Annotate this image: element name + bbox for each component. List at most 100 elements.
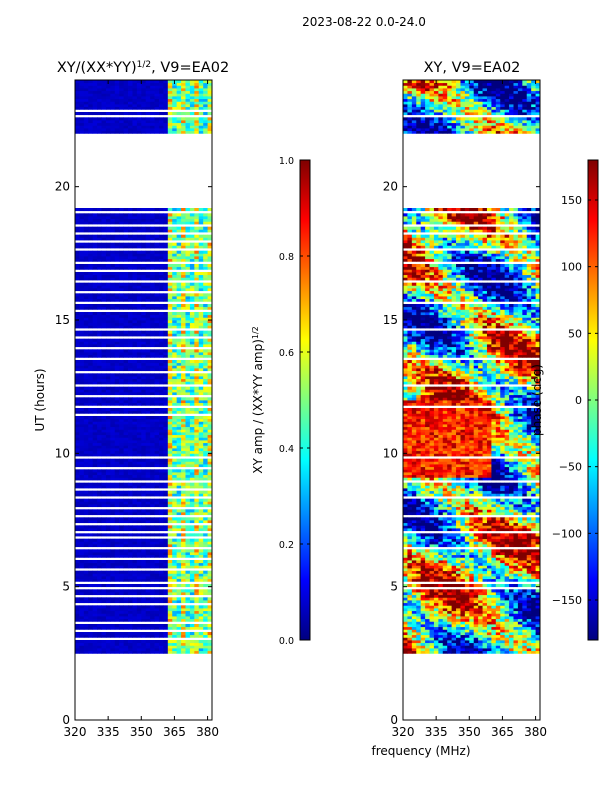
- heat-cell: [198, 573, 204, 577]
- heat-cell: [207, 106, 213, 110]
- heat-cell: [167, 277, 173, 281]
- heat-cell: [150, 648, 155, 652]
- heat-cell: [75, 461, 80, 465]
- heat-cell: [101, 589, 107, 593]
- heat-cell: [486, 637, 492, 641]
- heat-cell: [119, 576, 125, 580]
- heat-cell: [79, 504, 85, 508]
- heat-cell: [176, 616, 182, 620]
- heat-cell: [132, 381, 138, 385]
- heat-cell: [181, 373, 186, 377]
- heat-cell: [158, 208, 164, 212]
- heat-cell: [176, 106, 182, 110]
- heat-cell: [158, 253, 164, 257]
- heat-cell: [176, 597, 182, 601]
- heat-cell: [92, 432, 98, 436]
- heat-cell: [145, 477, 151, 481]
- heat-cell: [526, 629, 532, 633]
- heat-cell: [189, 306, 195, 310]
- heat-cell: [141, 573, 147, 577]
- heat-cell: [110, 408, 116, 412]
- heat-cell: [189, 338, 195, 342]
- heat-cell: [128, 282, 133, 286]
- heat-cell: [105, 485, 111, 489]
- heat-cell: [198, 352, 204, 356]
- heat-cell: [101, 421, 107, 425]
- heat-cell: [97, 645, 102, 649]
- heat-cell: [167, 474, 173, 478]
- heat-cell: [136, 576, 142, 580]
- heat-cell: [119, 389, 125, 393]
- heat-cell: [163, 104, 169, 108]
- heat-cell: [189, 218, 195, 222]
- heat-cell: [150, 250, 155, 254]
- heat-cell: [92, 360, 98, 364]
- heat-cell: [136, 504, 142, 508]
- heat-cell: [145, 362, 151, 366]
- heat-cell: [114, 640, 120, 644]
- heat-cell: [517, 618, 523, 622]
- heat-cell: [136, 472, 142, 476]
- heat-cell: [123, 608, 129, 612]
- heat-cell: [101, 338, 107, 342]
- heat-cell: [158, 341, 164, 345]
- heat-cell: [141, 474, 147, 478]
- heat-cell: [75, 576, 80, 580]
- heat-cell: [88, 376, 94, 380]
- heat-cell: [181, 437, 186, 441]
- heat-cell: [429, 648, 435, 652]
- heat-cell: [158, 613, 164, 617]
- heat-cell: [403, 618, 408, 622]
- heat-cell: [141, 264, 147, 268]
- heat-cell: [189, 229, 195, 233]
- heat-cell: [97, 400, 102, 404]
- heat-cell: [181, 88, 186, 92]
- heat-cell: [79, 402, 85, 406]
- heat-cell: [504, 629, 510, 633]
- heat-cell: [92, 469, 98, 473]
- heat-cell: [189, 352, 195, 356]
- heat-cell: [198, 616, 204, 620]
- heat-cell: [114, 482, 120, 486]
- heat-cell: [154, 306, 160, 310]
- heat-cell: [105, 552, 111, 556]
- heat-cell: [163, 122, 169, 126]
- heat-cell: [185, 448, 191, 452]
- heat-cell: [158, 360, 164, 364]
- heat-cell: [207, 408, 213, 412]
- heat-cell: [509, 637, 514, 641]
- heat-cell: [150, 282, 155, 286]
- heat-cell: [158, 128, 164, 132]
- heat-cell: [185, 626, 191, 630]
- heat-cell: [136, 578, 142, 582]
- heat-cell: [110, 605, 116, 609]
- heat-cell: [154, 613, 160, 617]
- heat-cell: [79, 208, 85, 212]
- heat-cell: [119, 616, 125, 620]
- heat-cell: [203, 517, 208, 521]
- heat-cell: [128, 320, 133, 324]
- heat-cell: [79, 618, 85, 622]
- heat-cell: [194, 642, 200, 646]
- heat-cell: [97, 528, 102, 532]
- heat-cell: [88, 512, 94, 516]
- heat-cell: [136, 424, 142, 428]
- heat-cell: [203, 469, 208, 473]
- heat-cell: [194, 304, 200, 308]
- heat-cell: [163, 365, 169, 369]
- heat-cell: [136, 560, 142, 564]
- heat-cell: [97, 242, 102, 246]
- heat-cell: [83, 402, 89, 406]
- heat-cell: [132, 253, 138, 257]
- heat-cell: [176, 128, 182, 132]
- heat-cell: [207, 338, 213, 342]
- heat-cell: [75, 416, 80, 420]
- heat-cell: [207, 477, 213, 481]
- heat-cell: [136, 410, 142, 414]
- heat-cell: [478, 624, 483, 628]
- heat-cell: [101, 618, 107, 622]
- heat-cell: [141, 648, 147, 652]
- heat-cell: [194, 408, 200, 412]
- heat-cell: [105, 624, 111, 628]
- heat-cell: [203, 560, 208, 564]
